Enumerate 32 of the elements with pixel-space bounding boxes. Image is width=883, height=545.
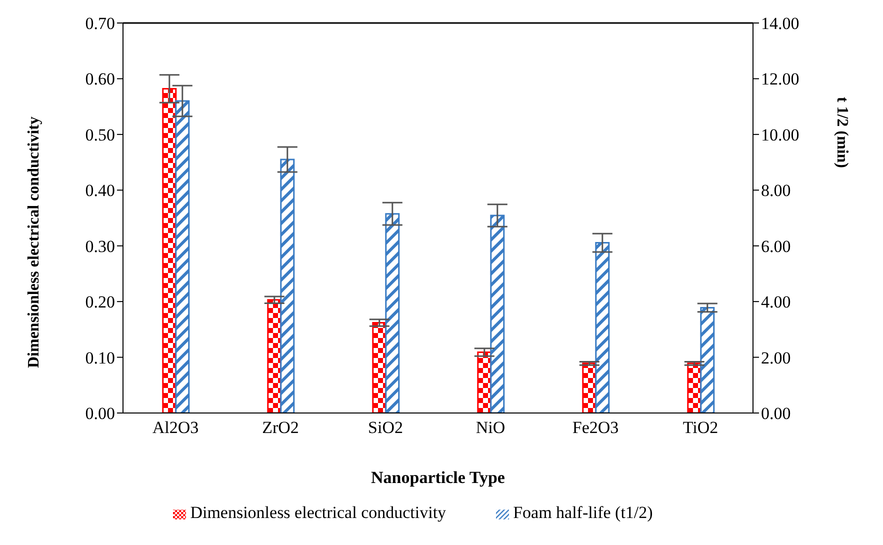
- y2-tick-label: 4.00: [761, 292, 791, 312]
- y-tick-label: 0.10: [85, 348, 115, 368]
- y-tick-label: 0.70: [85, 14, 115, 34]
- x-tick-label: SiO2: [368, 418, 403, 438]
- y-tick-label: 0.50: [85, 125, 115, 144]
- y-axis-title: Dimensionless electrical conductivity: [26, 116, 43, 368]
- y2-tick-label: 10.00: [761, 125, 800, 144]
- y2-tick-label: 12.00: [761, 70, 800, 89]
- y2-tick-label: 14.00: [761, 14, 800, 34]
- bar: [280, 158, 295, 413]
- bar: [595, 242, 610, 413]
- x-tick-label: Fe2O3: [572, 418, 619, 438]
- y-tick-label: 0.60: [85, 70, 115, 89]
- y2-tick-label: 8.00: [761, 181, 791, 200]
- x-axis-title: Nanoparticle Type: [371, 468, 506, 487]
- legend-label: Foam half-life (t1/2): [513, 503, 653, 522]
- y2-tick-label: 2.00: [761, 348, 791, 368]
- x-tick-label: Al2O3: [152, 418, 199, 438]
- x-tick-label: TiO2: [682, 418, 718, 438]
- y2-axis-title: t 1/2 (min): [833, 96, 850, 168]
- y-tick-label: 0.30: [85, 236, 115, 256]
- x-tick-label: ZrO2: [262, 418, 299, 438]
- y2-tick-label: 6.00: [761, 236, 791, 256]
- bar: [385, 213, 400, 413]
- bar: [490, 214, 505, 413]
- y-tick-label: 0.40: [85, 181, 115, 200]
- y-tick-label: 0.00: [85, 404, 115, 424]
- x-tick-label: NiO: [476, 418, 506, 438]
- y2-tick-label: 0.00: [761, 404, 791, 424]
- legend-label: Dimensionless electrical conductivity: [190, 503, 446, 522]
- y-tick-label: 0.20: [85, 292, 115, 312]
- bar: [700, 306, 715, 413]
